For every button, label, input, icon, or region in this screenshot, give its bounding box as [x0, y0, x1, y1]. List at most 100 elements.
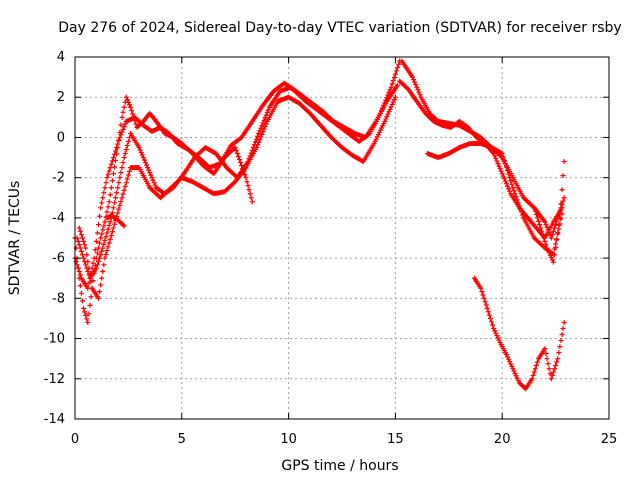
- data-point: [486, 312, 492, 318]
- data-point: [76, 275, 82, 281]
- data-point: [76, 225, 82, 231]
- data-point: [104, 230, 110, 236]
- data-point: [121, 223, 127, 229]
- data-point: [90, 260, 96, 266]
- data-point: [558, 216, 564, 222]
- data-point: [95, 258, 101, 264]
- data-point: [129, 108, 135, 114]
- data-point: [100, 195, 106, 201]
- data-point: [553, 362, 559, 368]
- data-point: [112, 164, 118, 170]
- data-point: [561, 159, 567, 165]
- data-point: [118, 199, 124, 205]
- data-point: [77, 245, 83, 251]
- data-point: [88, 294, 94, 300]
- data-point: [110, 205, 116, 211]
- data-point: [392, 71, 398, 77]
- data-point: [92, 247, 98, 253]
- data-point: [107, 165, 113, 171]
- data-point: [99, 275, 105, 281]
- data-point: [537, 222, 543, 228]
- data-point: [99, 231, 105, 237]
- data-point: [108, 232, 114, 238]
- data-point: [500, 173, 506, 179]
- series-arc-8: [424, 140, 565, 257]
- data-point: [259, 131, 265, 137]
- grid: [75, 57, 609, 419]
- axis-ticks: [74, 56, 610, 420]
- data-point: [118, 170, 124, 176]
- data-point: [258, 125, 264, 131]
- data-point: [257, 128, 263, 134]
- data-point: [93, 255, 99, 261]
- data-point: [561, 195, 567, 201]
- data-point: [234, 151, 240, 157]
- data-point: [389, 101, 395, 107]
- data-point: [77, 283, 83, 289]
- y-tick-label: 0: [57, 130, 65, 145]
- data-point: [146, 167, 152, 173]
- data-point: [101, 190, 107, 196]
- data-point: [82, 242, 88, 248]
- data-point: [137, 147, 143, 153]
- data-point: [101, 241, 107, 247]
- data-point: [548, 235, 554, 241]
- data-point: [78, 290, 84, 296]
- data-point: [246, 187, 252, 193]
- x-tick-label: 25: [601, 432, 618, 447]
- data-point: [121, 187, 127, 193]
- data-point: [560, 326, 566, 331]
- chart-title: Day 276 of 2024, Sidereal Day-to-day VTE…: [58, 20, 621, 36]
- data-point: [102, 255, 108, 261]
- data-point: [542, 346, 548, 352]
- data-point: [494, 158, 500, 164]
- data-point: [121, 104, 127, 110]
- series-arc-10: [531, 159, 567, 265]
- data-point: [115, 210, 121, 216]
- data-point: [245, 183, 251, 189]
- data-point: [117, 175, 123, 181]
- data-point: [247, 191, 253, 197]
- data-point: [98, 235, 104, 241]
- data-point: [100, 269, 106, 275]
- data-point: [94, 250, 100, 256]
- data-point: [387, 106, 393, 112]
- data-point: [104, 209, 110, 215]
- data-point: [529, 376, 535, 382]
- data-point: [77, 272, 83, 278]
- data-point: [500, 154, 506, 160]
- data-point: [518, 209, 524, 215]
- data-point: [558, 338, 564, 344]
- data-point: [243, 175, 249, 181]
- data-point: [553, 244, 559, 250]
- data-point: [85, 269, 91, 275]
- data-point: [130, 111, 136, 117]
- data-point: [508, 178, 514, 184]
- data-point: [119, 195, 125, 201]
- data-point: [413, 82, 419, 88]
- data-point: [95, 245, 101, 251]
- data-point: [384, 114, 390, 120]
- data-point: [112, 200, 118, 206]
- data-point: [484, 305, 490, 311]
- data-point: [481, 295, 487, 301]
- data-point: [548, 376, 554, 382]
- data-point: [505, 168, 511, 174]
- data-point: [555, 230, 561, 236]
- data-point: [120, 160, 126, 166]
- data-point: [512, 191, 518, 197]
- data-point: [107, 192, 113, 198]
- data-point: [81, 238, 87, 244]
- data-point: [257, 137, 263, 143]
- data-point: [263, 121, 269, 127]
- data-point: [110, 155, 116, 161]
- data-point: [387, 87, 393, 93]
- data-point: [101, 262, 107, 268]
- data-point: [238, 160, 244, 166]
- data-point: [501, 176, 507, 182]
- data-point: [543, 242, 549, 248]
- data-point: [117, 129, 123, 135]
- data-point: [519, 212, 525, 218]
